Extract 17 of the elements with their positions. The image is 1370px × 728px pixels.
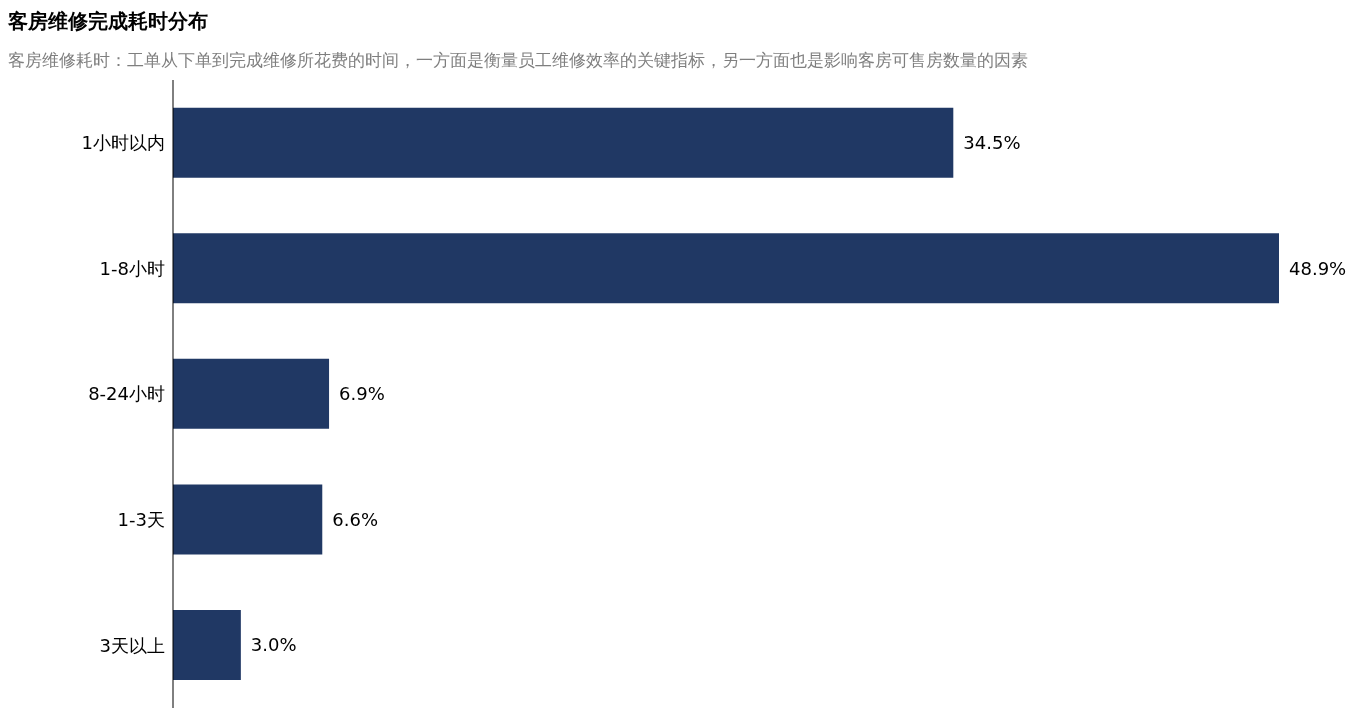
y-tick-label: 1小时以内 xyxy=(81,132,165,154)
chart-title: 客房维修完成耗时分布 xyxy=(8,8,209,35)
bar xyxy=(173,358,330,429)
bar xyxy=(173,610,241,681)
data-label: 6.6% xyxy=(332,508,379,530)
bar xyxy=(173,233,1279,304)
y-tick-label: 3天以上 xyxy=(99,634,165,656)
data-label: 6.9% xyxy=(339,383,385,405)
data-label: 48.9% xyxy=(1289,257,1347,279)
y-tick-label: 8-24小时 xyxy=(88,383,165,405)
y-tick-label: 1-8小时 xyxy=(99,257,165,279)
data-label: 3.0% xyxy=(250,634,297,656)
data-label: 34.5% xyxy=(963,132,1021,154)
bar xyxy=(173,484,323,555)
bar xyxy=(173,107,954,178)
chart-subtitle: 客房维修耗时：工单从下单到完成维修所花费的时间，一方面是衡量员工维修效率的关键指标，另一方面也是影响客房可售房数量的因素 xyxy=(8,49,1029,72)
y-tick-label: 1-3天 xyxy=(117,508,165,530)
